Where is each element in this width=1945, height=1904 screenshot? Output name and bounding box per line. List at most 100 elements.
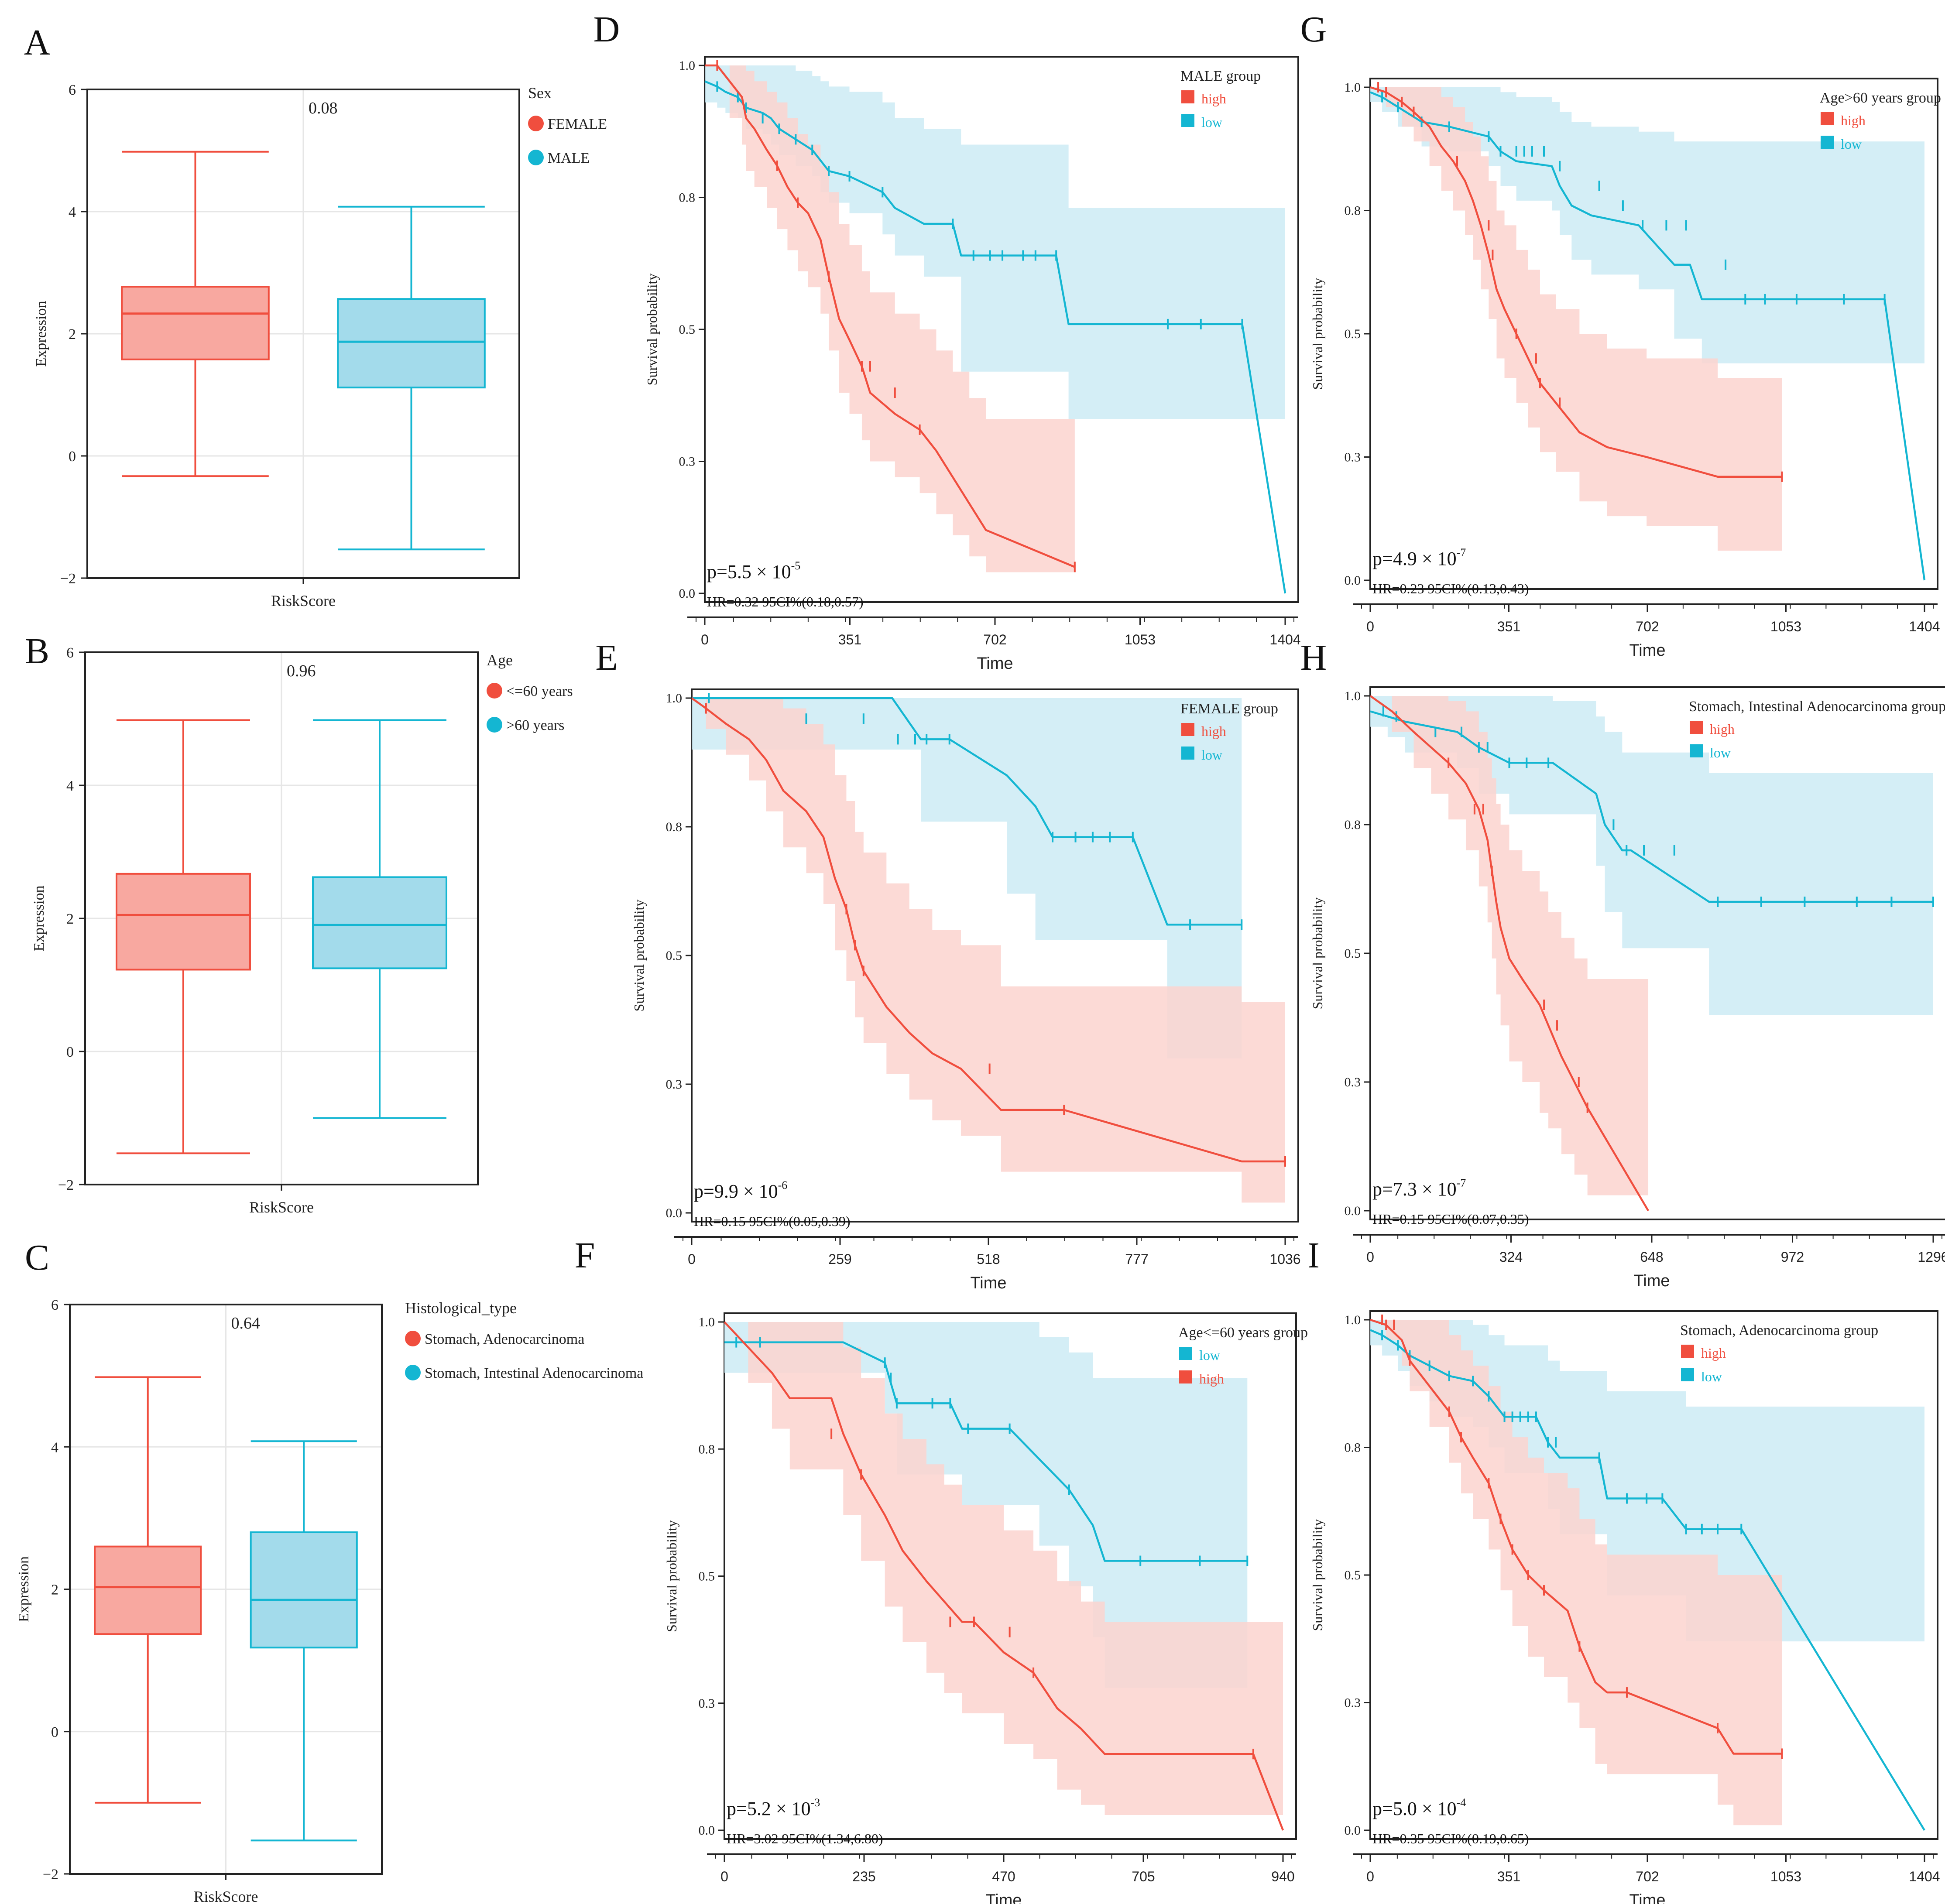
y-tick-label: 4 — [66, 778, 74, 794]
y-tick-label: 6 — [66, 645, 74, 661]
legend-marker-low — [405, 1365, 421, 1380]
panel-label-a: A — [24, 22, 51, 63]
hazard-ratio-label: HR=3.02 95CI%(1.34,6.80) — [727, 1831, 883, 1846]
confidence-band-high — [724, 1322, 1283, 1830]
x-tick-label: 324 — [1499, 1249, 1523, 1265]
confidence-band-high — [692, 698, 1285, 1203]
y-axis-label: Survival probability — [1310, 1519, 1325, 1631]
legend-entry-low: low — [1201, 114, 1222, 130]
p-value-label: p=4.9 × 10-7 — [1372, 546, 1466, 569]
y-tick-label: 0.8 — [1345, 204, 1361, 218]
legend-title: Histological_type — [405, 1299, 517, 1317]
legend-entry-low: low — [1199, 1347, 1220, 1363]
y-tick-label: 0.5 — [1345, 327, 1361, 341]
panel-label-g: G — [1300, 9, 1327, 50]
p-value-label: 0.96 — [287, 662, 316, 680]
y-tick-label: 0.3 — [699, 1696, 715, 1711]
legend-entry: Stomach, Adenocarcinoma — [425, 1331, 584, 1347]
x-tick-label: 1053 — [1125, 632, 1156, 647]
survival-curve-high — [724, 1321, 1284, 1831]
hazard-ratio-label: HR=0.15 95CI%(0.05,0.39) — [694, 1213, 850, 1229]
y-tick-label: 0.3 — [666, 1077, 683, 1092]
p-value-base: p=9.9 × 10 — [694, 1181, 778, 1202]
legend-entry-low: low — [1201, 747, 1222, 763]
boxplot-panel-b: −2 0 2 4 6 RiskScore Expression 0.96 — [31, 645, 479, 1216]
legend-entry-high: high — [1201, 91, 1226, 106]
x-tick-label: 1404 — [1269, 632, 1300, 647]
y-tick-label: 0.8 — [1345, 1441, 1361, 1455]
legend-entry: Stomach, Intestinal Adenocarcinoma — [425, 1365, 643, 1381]
x-axis-label: RiskScore — [271, 592, 336, 610]
p-value-exponent: -5 — [791, 559, 801, 572]
y-tick-label: 0.0 — [1345, 573, 1361, 588]
x-axis-label: Time — [970, 1274, 1006, 1292]
y-tick-label: 0.0 — [699, 1823, 715, 1838]
y-tick-label: 0.3 — [679, 455, 696, 469]
y-tick-label: 1.0 — [1345, 80, 1361, 95]
panel-label-h: H — [1300, 637, 1327, 678]
y-tick-label: 0.5 — [679, 322, 696, 337]
p-value-exponent: -4 — [1457, 1796, 1466, 1809]
p-value-base: p=5.0 × 10 — [1372, 1798, 1457, 1819]
legend-swatch-high — [1179, 1370, 1192, 1383]
p-value-label: p=9.9 × 10-6 — [694, 1179, 787, 1202]
confidence-band-low — [692, 698, 1242, 1058]
p-value-label: p=5.2 × 10-3 — [727, 1796, 820, 1819]
x-tick-label: 518 — [977, 1251, 1000, 1267]
y-axis-label: Expression — [31, 885, 47, 951]
y-tick-label: 0.0 — [666, 1206, 683, 1220]
km-panel-h: 0.0 0.3 0.5 0.8 1.0 0 324 648 972 1296 Time Surviva… — [1310, 686, 1945, 1290]
x-tick-label: 351 — [1497, 619, 1520, 634]
p-value-base: p=7.3 × 10 — [1372, 1178, 1457, 1200]
y-axis-label: Survival probability — [1310, 278, 1325, 390]
x-axis-label: Time — [1633, 1272, 1670, 1290]
box-iqr — [94, 1545, 202, 1635]
x-tick-label: 1053 — [1770, 1869, 1801, 1884]
x-tick-label: 1404 — [1909, 1869, 1940, 1884]
box-iqr — [116, 873, 251, 971]
y-tick-label: 0.8 — [699, 1442, 715, 1456]
legend-swatch-high — [1690, 721, 1703, 734]
panel-label-i: I — [1307, 1235, 1320, 1276]
box-high — [116, 719, 251, 1154]
x-tick-label: 259 — [828, 1251, 851, 1267]
confidence-band-high — [1370, 1320, 1782, 1825]
x-tick-label: 702 — [1636, 1869, 1659, 1884]
boxplot-panel-a: −2 0 2 4 6 RiskScore Expression 0.08 — [33, 82, 520, 610]
x-tick-label: 648 — [1640, 1249, 1663, 1265]
p-value-label: 0.64 — [231, 1314, 261, 1332]
legend-entry-high: high — [1201, 723, 1226, 739]
x-tick-label: 235 — [852, 1869, 875, 1884]
legend-swatch-high — [1181, 90, 1194, 103]
hazard-ratio-label: HR=0.15 95CI%(0.07,0.35) — [1372, 1211, 1529, 1227]
x-tick-label: 351 — [1497, 1869, 1520, 1884]
x-tick-label: 351 — [838, 632, 861, 647]
box-iqr — [250, 1531, 358, 1649]
hazard-ratio-label: HR=0.35 95CI%(0.19,0.65) — [1372, 1831, 1529, 1846]
box-high — [121, 151, 270, 477]
box-iqr — [337, 298, 486, 389]
survival-curve-low — [1370, 91, 1926, 581]
p-value-exponent: -7 — [1457, 1177, 1466, 1189]
y-tick-label: 0.8 — [666, 820, 683, 834]
x-tick-label: 1296 — [1918, 1249, 1945, 1265]
y-tick-label: 0.5 — [699, 1569, 715, 1584]
legend-entry-high: high — [1199, 1371, 1224, 1387]
y-tick-label: −2 — [60, 571, 76, 587]
y-tick-label: 0.0 — [1345, 1823, 1361, 1838]
y-tick-label: −2 — [43, 1866, 58, 1883]
confidence-band-low — [705, 65, 1285, 419]
panel-label-c: C — [25, 1237, 49, 1278]
confidence-band-high — [1370, 696, 1649, 1195]
km-panel-f: 0.0 0.3 0.5 0.8 1.0 0 235 470 705 940 Time Survival… — [664, 1312, 1308, 1904]
legend-swatch-high — [1821, 112, 1834, 125]
panel-label-f: F — [575, 1235, 595, 1276]
box-iqr — [121, 286, 270, 360]
legend-title: Stomach, Adenocarcinoma group — [1680, 1322, 1878, 1339]
legend-swatch-low — [1690, 744, 1703, 757]
y-tick-label: 0.5 — [1345, 1568, 1361, 1582]
x-tick-label: 0 — [1366, 1249, 1374, 1265]
y-tick-label: 1.0 — [679, 58, 696, 73]
boxplot-panel-c: −2 0 2 4 6 RiskScore Expression 0.64 — [16, 1297, 383, 1904]
